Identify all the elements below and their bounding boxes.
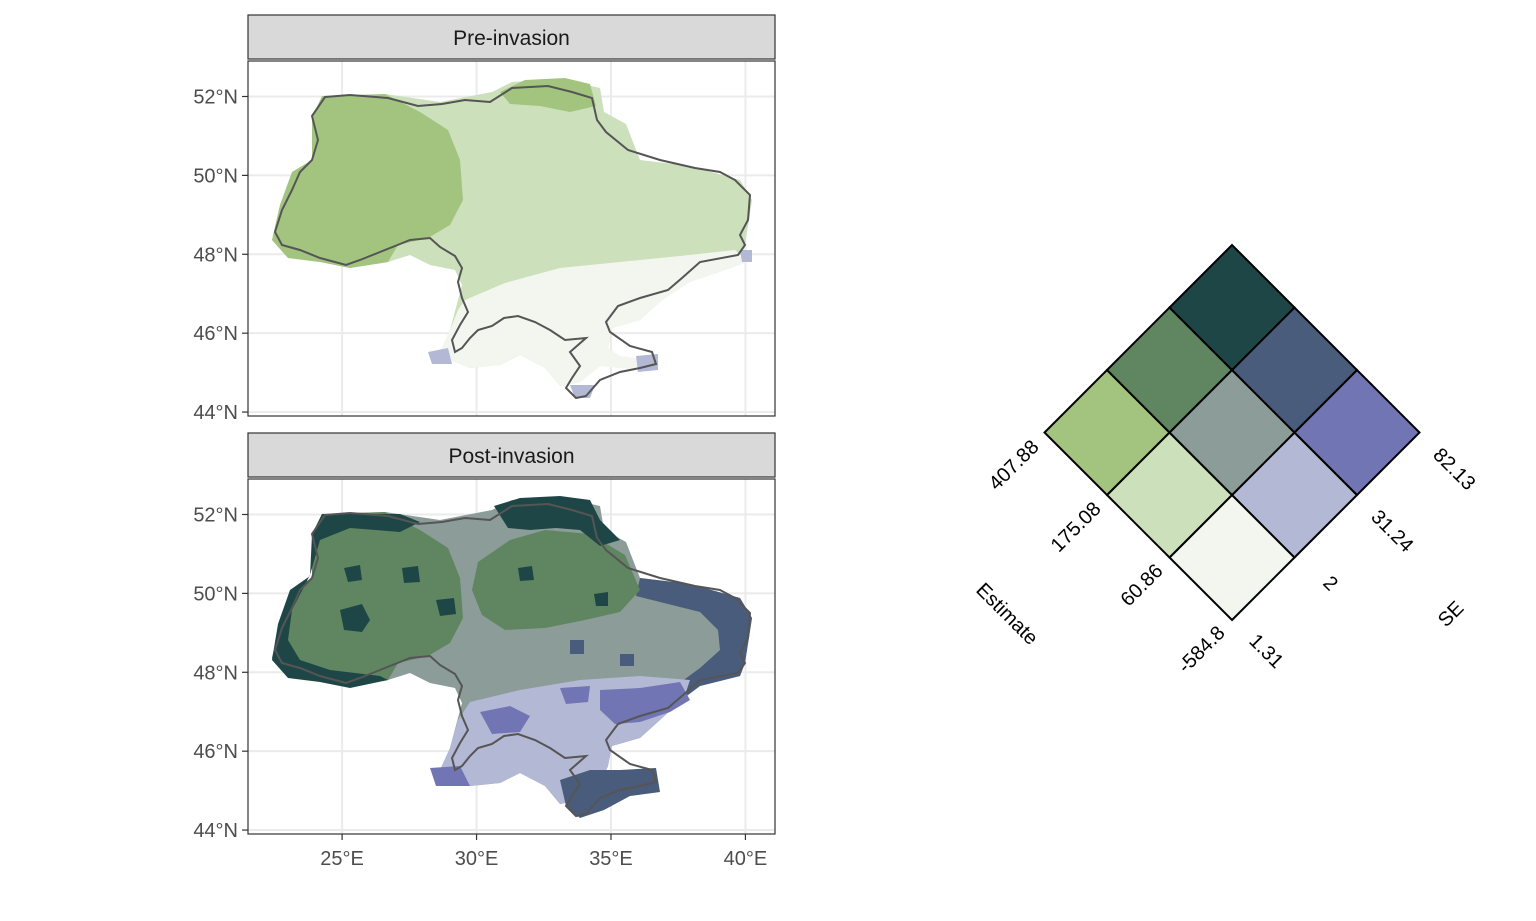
- se-break-1: 1.31: [1244, 630, 1287, 673]
- y-axis-post-invasion: 52°N 50°N 48°N 46°N 44°N: [193, 505, 248, 842]
- region-est1-se3: [600, 682, 690, 724]
- x-tick-label: 30°E: [455, 848, 499, 870]
- x-tick-label: 35°E: [589, 848, 633, 870]
- se-break-4: 82.13: [1428, 444, 1479, 495]
- region-est3-se2-west: [272, 512, 463, 686]
- se-break-2: 2: [1318, 572, 1341, 595]
- region-est2-se3-spot: [620, 654, 634, 666]
- strip-label-pre-invasion: Pre-invasion: [453, 27, 570, 50]
- region-est1-se1: [440, 250, 748, 386]
- region-est3-se3-spot: [344, 565, 362, 582]
- se-break-3: 31.24: [1366, 506, 1417, 557]
- region-est3-se3-spot: [340, 604, 370, 632]
- y-tick-label: 48°N: [193, 662, 238, 684]
- country-outline: [273, 84, 752, 400]
- region-est1-se2-fringe: [428, 348, 452, 364]
- region-est3-se3-spot: [518, 566, 534, 581]
- estimate-break-4: 407.88: [985, 436, 1044, 495]
- region-est1-se3: [480, 706, 530, 734]
- panel-pre-invasion: Pre-invasion 52°N 50°N 48°N 46°N 44°N: [193, 14, 776, 424]
- country-outline: [273, 502, 752, 818]
- region-est2-se3-spot: [570, 640, 584, 654]
- legend-title-se: SE: [1434, 597, 1468, 631]
- y-axis-pre-invasion: 52°N 50°N 48°N 46°N 44°N: [193, 87, 248, 424]
- panel-border: [247, 60, 776, 417]
- y-tick-label: 44°N: [193, 820, 238, 842]
- region-est2-se3: [636, 578, 752, 698]
- legend-title-estimate: Estimate: [971, 579, 1042, 650]
- y-tick-label: 50°N: [193, 165, 238, 187]
- y-tick-label: 52°N: [193, 87, 238, 109]
- y-tick-label: 44°N: [193, 402, 238, 424]
- raster-pre-invasion: [272, 78, 752, 400]
- y-tick-label: 46°N: [193, 323, 238, 345]
- region-est1-se2-fringe: [740, 250, 752, 262]
- region-est3-se3-spot: [594, 592, 608, 606]
- y-tick-label: 50°N: [193, 583, 238, 605]
- strip-pre-invasion: [247, 14, 776, 60]
- y-tick-label: 46°N: [193, 741, 238, 763]
- legend-tile-est3-se3: [1168, 243, 1296, 372]
- raster-post-invasion: [272, 496, 752, 818]
- x-tick-label: 25°E: [320, 848, 364, 870]
- x-tick-label: 40°E: [724, 848, 768, 870]
- x-axis: 25°E 30°E 35°E 40°E: [320, 834, 767, 870]
- strip-label-post-invasion: Post-invasion: [448, 445, 574, 468]
- panel-border: [247, 478, 776, 835]
- estimate-break-1: -584.8: [1174, 622, 1230, 678]
- strip-post-invasion: [247, 432, 776, 478]
- y-tick-label: 52°N: [193, 505, 238, 527]
- estimate-break-3: 175.08: [1047, 498, 1106, 557]
- region-est3-se1: [272, 94, 463, 268]
- region-est3-se3-north: [494, 496, 620, 546]
- region-est3-se3-spot: [436, 598, 456, 616]
- bivariate-legend: [1043, 243, 1421, 622]
- region-est1-se3: [560, 686, 590, 704]
- y-tick-label: 48°N: [193, 244, 238, 266]
- region-est1-se3: [430, 766, 470, 786]
- region-est3-se3-spot: [402, 566, 420, 583]
- region-est1-se2-fringe: [570, 385, 595, 398]
- region-est3-se3-west: [272, 514, 420, 688]
- panel-post-invasion: Post-invasion: [193, 432, 776, 870]
- estimate-break-2: 60.86: [1117, 560, 1168, 611]
